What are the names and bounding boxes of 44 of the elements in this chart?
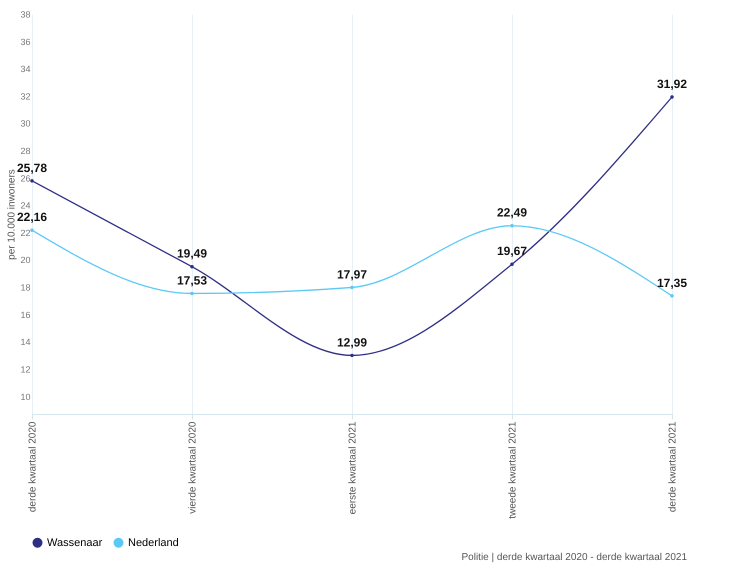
point bbox=[30, 228, 34, 232]
legend-label: Wassenaar bbox=[47, 536, 103, 549]
y-tick-label: 14 bbox=[20, 337, 30, 348]
data-label: 22,49 bbox=[496, 206, 528, 220]
y-tick-label: 30 bbox=[20, 118, 30, 129]
point bbox=[190, 264, 194, 268]
x-tick-label: tweede kwartaal 2021 bbox=[508, 421, 518, 519]
point bbox=[350, 354, 354, 358]
data-label: 19,67 bbox=[496, 244, 528, 258]
point bbox=[670, 95, 674, 99]
y-tick-label: 26 bbox=[20, 173, 30, 184]
y-tick-label: 18 bbox=[20, 282, 30, 293]
x-tick-label: derde kwartaal 2020 bbox=[28, 421, 38, 512]
point bbox=[350, 286, 354, 290]
y-tick-label: 16 bbox=[20, 310, 30, 320]
point bbox=[670, 294, 674, 298]
data-label: 31,92 bbox=[656, 77, 688, 92]
data-label: 17,53 bbox=[176, 273, 208, 288]
x-tick-label: eerste kwartaal 2021 bbox=[348, 421, 358, 514]
y-tick-label: 10 bbox=[20, 392, 30, 402]
y-axis-title: per 10.000 inwoners bbox=[6, 169, 18, 260]
data-label: 19,49 bbox=[176, 246, 208, 261]
y-tick-label: 36 bbox=[20, 36, 30, 47]
data-label: 25,78 bbox=[16, 160, 48, 175]
y-tick-label: 24 bbox=[20, 200, 30, 211]
y-tick-label: 32 bbox=[20, 91, 30, 102]
x-tick-label: vierde kwartaal 2020 bbox=[188, 421, 198, 514]
point bbox=[190, 292, 194, 296]
data-label: 17,35 bbox=[656, 276, 688, 290]
point bbox=[510, 224, 514, 228]
data-label: 17,97 bbox=[336, 267, 368, 282]
y-tick-label: 38 bbox=[20, 10, 30, 20]
legend-label: Nederland bbox=[128, 536, 179, 549]
data-label: 22,16 bbox=[16, 210, 48, 224]
y-tick-label: 20 bbox=[20, 255, 30, 266]
point bbox=[510, 262, 514, 266]
y-tick-label: 22 bbox=[20, 228, 30, 238]
y-tick-label: 12 bbox=[20, 364, 30, 374]
text: Politie | derde kwartaal 2020 - derde kwartaal 2021 bbox=[462, 552, 688, 563]
point bbox=[30, 179, 34, 183]
x-tick-label: derde kwartaal 2021 bbox=[668, 421, 678, 512]
y-tick-label: 28 bbox=[20, 146, 30, 156]
y-tick-label: 34 bbox=[20, 64, 30, 74]
data-label: 12,99 bbox=[336, 335, 368, 350]
